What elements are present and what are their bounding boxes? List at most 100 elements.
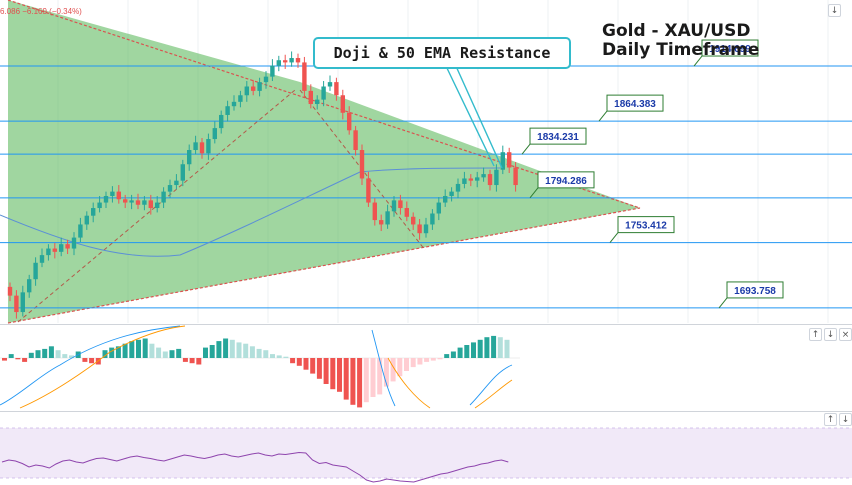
candle-body xyxy=(148,200,153,209)
pane-move-up-button[interactable]: ↑ xyxy=(809,328,822,341)
macd-histogram-bar xyxy=(256,348,262,358)
candle-body xyxy=(315,99,320,105)
macd-histogram-bar xyxy=(404,358,409,371)
projection-dashed-line xyxy=(17,89,296,323)
candle-body xyxy=(430,213,435,225)
macd-histogram-bar xyxy=(390,358,396,382)
candle-body xyxy=(443,195,448,203)
macd-histogram-bar xyxy=(149,343,155,358)
candle-body xyxy=(334,82,339,96)
macd-histogram-bar xyxy=(330,358,336,390)
macd-histogram-bar xyxy=(430,358,436,361)
candle-body xyxy=(295,58,301,63)
level-label-box xyxy=(617,216,675,234)
candle-body xyxy=(404,208,409,217)
candle-body xyxy=(398,200,403,209)
level-label: 1834.231 xyxy=(537,132,579,143)
candle-body xyxy=(20,292,25,313)
candle-body xyxy=(481,174,486,178)
macd-histogram-bar xyxy=(216,341,222,358)
candle-body xyxy=(244,86,249,96)
macd-histogram-bar xyxy=(464,345,470,358)
candle-body xyxy=(238,95,243,102)
candle-body xyxy=(52,248,57,252)
macd-histogram-bar xyxy=(350,358,356,405)
macd-histogram-bar xyxy=(363,358,369,403)
chart-subtitle: Daily Timeframe xyxy=(602,40,759,60)
level-label: 1864.383 xyxy=(614,99,656,110)
triangle-lower-trendline xyxy=(7,207,641,324)
candle-body xyxy=(187,150,192,165)
macd-histogram-bar xyxy=(196,358,202,365)
macd-histogram-bar xyxy=(497,337,503,358)
arrow-down-icon[interactable]: ↓ xyxy=(828,4,841,17)
candle-body xyxy=(46,248,51,256)
candle-body xyxy=(65,244,70,249)
macd-histogram-bar xyxy=(477,339,483,358)
macd-histogram-bar xyxy=(343,358,349,400)
macd-histogram-bar xyxy=(2,358,7,361)
candle-body xyxy=(27,279,32,293)
signal-line xyxy=(19,325,513,409)
candle-body xyxy=(97,202,102,209)
candle-body xyxy=(155,202,160,209)
candle-body xyxy=(116,191,121,200)
candle-body xyxy=(84,215,89,225)
candle-body xyxy=(308,90,313,105)
level-pointer xyxy=(609,232,619,243)
macd-histogram-bar xyxy=(102,350,108,358)
level-pointer xyxy=(529,187,539,199)
candle-body xyxy=(59,244,64,252)
macd-histogram-bar xyxy=(357,358,363,408)
macd-histogram-bar xyxy=(270,354,275,358)
macd-histogram-bar xyxy=(115,346,121,358)
macd-histogram-bar xyxy=(243,343,249,358)
level-label-box xyxy=(726,281,784,299)
level-label: 1794.286 xyxy=(545,176,587,187)
macd-histogram-bar xyxy=(296,358,302,366)
macd-histogram-bar xyxy=(484,337,490,358)
candle-body xyxy=(39,255,45,263)
macd-line xyxy=(0,325,513,407)
chart-title: Gold - XAU/USD xyxy=(602,21,750,41)
candle-body xyxy=(494,169,499,186)
macd-histogram-bar xyxy=(109,347,115,358)
candle-body xyxy=(487,174,493,186)
macd-histogram-bar xyxy=(89,358,95,364)
candle-body xyxy=(199,142,205,154)
macd-histogram-bar xyxy=(15,358,21,360)
macd-histogram-bar xyxy=(370,358,376,397)
candle-body xyxy=(475,177,480,181)
macd-histogram-bar xyxy=(437,358,443,360)
pane-move-down-button[interactable]: ↓ xyxy=(839,413,852,426)
candle-body xyxy=(263,76,269,83)
candle-body xyxy=(327,82,333,87)
level-pointer xyxy=(693,55,703,67)
pane-close-button[interactable]: × xyxy=(839,328,852,341)
macd-histogram-bar xyxy=(450,351,456,358)
macd-histogram-bar xyxy=(337,358,342,392)
macd-histogram-bar xyxy=(42,348,48,358)
pane-move-down-button[interactable]: ↓ xyxy=(824,328,837,341)
candle-body xyxy=(449,191,454,196)
candle-body xyxy=(91,208,96,216)
macd-histogram-bar xyxy=(283,356,289,358)
macd-histogram-bar xyxy=(129,341,135,358)
candle-body xyxy=(423,224,429,234)
candle-body xyxy=(123,199,128,203)
macd-histogram-bar xyxy=(8,354,14,358)
macd-histogram-bar xyxy=(223,338,229,358)
candle-body xyxy=(507,152,512,168)
candle-body xyxy=(436,202,441,214)
candle-body xyxy=(257,82,262,91)
rsi-pane xyxy=(0,427,852,483)
candle-body xyxy=(270,65,275,77)
macd-histogram-bar xyxy=(249,346,255,358)
level-label: 1914.699 xyxy=(709,44,751,55)
candle-body xyxy=(417,224,422,234)
annotation-text: Doji & 50 EMA Resistance xyxy=(334,44,551,62)
macd-histogram-bar xyxy=(424,358,430,362)
macd-histogram-bar xyxy=(417,358,423,365)
pane-move-up-button[interactable]: ↑ xyxy=(824,413,837,426)
